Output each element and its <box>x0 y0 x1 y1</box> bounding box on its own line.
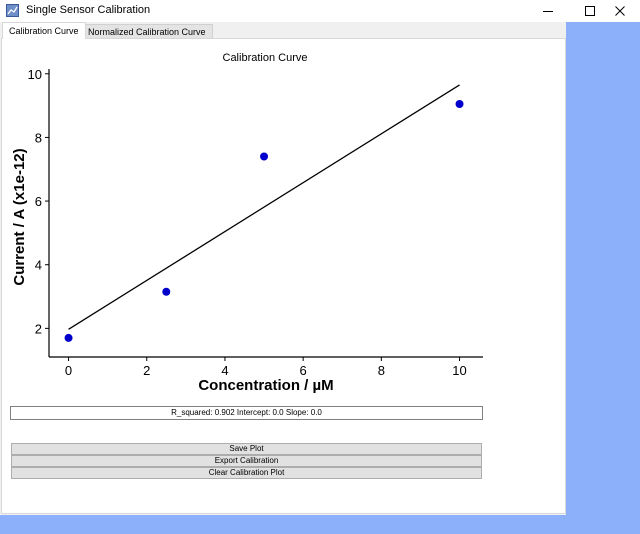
y-axis-label: Current / A (x1e-12) <box>11 148 28 285</box>
data-point <box>64 333 73 342</box>
maximize-button[interactable] <box>570 0 610 22</box>
export-calibration-button[interactable]: Export Calibration <box>11 455 482 467</box>
y-tick-label: 6 <box>35 194 42 209</box>
minimize-icon <box>543 11 553 12</box>
title-bar: Single Sensor Calibration <box>0 0 640 22</box>
x-tick-label: 2 <box>143 363 150 378</box>
data-points <box>64 100 464 342</box>
window-title: Single Sensor Calibration <box>26 4 151 16</box>
x-tick-label: 4 <box>221 363 228 378</box>
y-tick-label: 8 <box>35 130 42 145</box>
fit-line <box>68 84 460 330</box>
x-tick-label: 10 <box>452 363 466 378</box>
x-tick-label: 0 <box>65 363 72 378</box>
save-plot-button[interactable]: Save Plot <box>11 443 482 455</box>
minimize-button[interactable] <box>528 0 568 22</box>
calibration-stats: R_squared: 0.902 Intercept: 0.0 Slope: 0… <box>10 406 483 420</box>
tab-calibration-curve[interactable]: Calibration Curve <box>2 22 86 39</box>
close-icon <box>615 6 625 16</box>
y-tick-label: 10 <box>28 67 42 82</box>
x-tick-label: 6 <box>300 363 307 378</box>
y-tick-label: 2 <box>35 321 42 336</box>
chart-title: Calibration Curve <box>223 52 308 64</box>
y-tick-label: 4 <box>35 258 42 273</box>
maximize-icon <box>585 6 595 16</box>
data-point <box>260 152 269 161</box>
x-axis-label: Concentration / µM <box>198 377 333 394</box>
data-point <box>455 100 464 109</box>
x-ticks: 0 2 4 6 8 10 <box>65 357 467 378</box>
app-icon <box>6 4 19 17</box>
calibration-chart: Calibration Curve 0 2 4 6 8 10 2 4 6 8 10 Concent… <box>11 52 483 394</box>
data-point <box>162 287 171 296</box>
tab-normalized-calibration-curve[interactable]: Normalized Calibration Curve <box>81 24 213 38</box>
close-button[interactable] <box>600 0 640 22</box>
y-ticks: 2 4 6 8 10 <box>28 67 49 336</box>
tab-content: Calibration Curve 0 2 4 6 8 10 2 4 6 8 10 Concent… <box>1 38 566 514</box>
main-panel: Calibration Curve Normalized Calibration… <box>0 22 566 515</box>
x-tick-label: 8 <box>378 363 385 378</box>
clear-calibration-plot-button[interactable]: Clear Calibration Plot <box>11 467 482 479</box>
